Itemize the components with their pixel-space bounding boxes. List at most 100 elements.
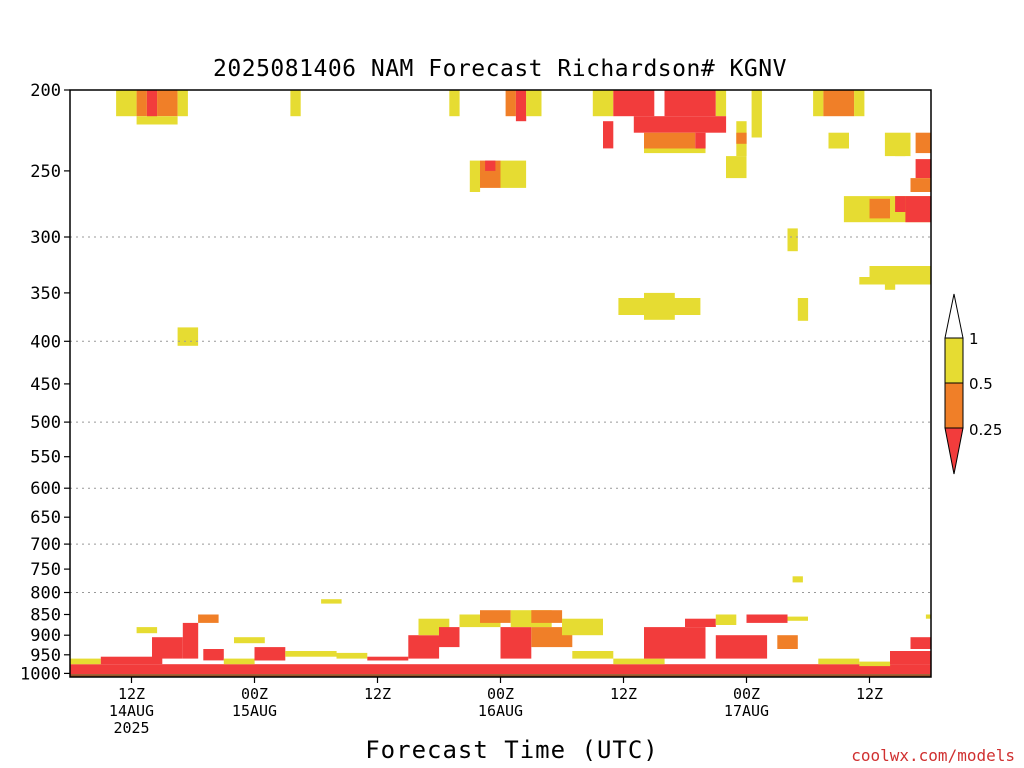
- heatmap-cell: [895, 196, 906, 212]
- heatmap-cell: [664, 90, 716, 117]
- x-tick-label: 12Z: [364, 685, 391, 703]
- heatmap-cell: [136, 90, 147, 117]
- x-tick-label: 15AUG: [232, 702, 277, 720]
- heatmap-cell: [500, 160, 527, 188]
- x-tick-label: 17AUG: [724, 702, 769, 720]
- heatmap-cell: [562, 618, 603, 636]
- plot-area: [70, 90, 931, 677]
- heatmap-cell: [787, 228, 798, 252]
- legend-label: 0.25: [969, 421, 1002, 439]
- x-tick-label: 12Z: [856, 685, 883, 703]
- heatmap-cell: [613, 90, 655, 117]
- heatmap-cell: [157, 90, 178, 117]
- x-tick-label: 2025: [113, 719, 149, 737]
- heatmap-cell: [813, 90, 824, 117]
- legend-swatch-above-1: [944, 293, 964, 339]
- y-tick-label: 700: [30, 535, 61, 555]
- heatmap-cell: [715, 635, 768, 659]
- heatmap-cell: [146, 90, 158, 122]
- heatmap-cell: [910, 178, 931, 192]
- x-axis-label: Forecast Time (UTC): [365, 736, 659, 764]
- y-tick-label: 950: [30, 646, 61, 666]
- y-tick-label: 550: [30, 448, 61, 468]
- y-tick-label: 850: [30, 606, 61, 626]
- heatmap-cell: [915, 132, 931, 154]
- heatmap-cell: [500, 627, 532, 659]
- heatmap-cell: [715, 90, 727, 117]
- grid-lines: [70, 236, 931, 593]
- legend-swatch-below-0-25: [944, 427, 964, 475]
- heatmap-cell: [792, 576, 803, 583]
- y-tick-label: 600: [30, 479, 61, 499]
- heatmap-cell: [223, 658, 255, 665]
- y-tick-label: 650: [30, 508, 61, 528]
- heatmap-cell: [485, 160, 496, 171]
- heatmap-cell: [177, 90, 188, 117]
- heatmap-cell: [100, 656, 163, 665]
- heatmap-cell: [859, 277, 870, 285]
- y-tick-label: 900: [30, 626, 61, 646]
- heatmap-cell: [777, 635, 798, 649]
- heatmap-cell: [751, 90, 762, 138]
- heatmap-cell: [408, 635, 440, 659]
- y-tick-label: 800: [30, 584, 61, 604]
- heatmap-cell: [572, 651, 614, 659]
- heatmap-cell: [797, 298, 809, 321]
- legend-label: 1: [969, 330, 979, 348]
- heatmap-cell: [859, 661, 891, 667]
- y-tick-label: 450: [30, 375, 61, 395]
- heatmap-cell: [531, 610, 563, 623]
- y-tick-label: 750: [30, 560, 61, 580]
- heatmap-cell: [116, 90, 137, 117]
- y-axis: 200 250 300 350 400 450 500 550 600 650 700 750 8008…: [20, 81, 70, 684]
- y-tick-label: 250: [30, 162, 61, 182]
- heatmap-cell: [715, 614, 737, 625]
- heatmap-cell: [203, 649, 224, 661]
- ground-layer: [70, 674, 931, 677]
- heatmap-cell: [854, 90, 865, 117]
- heatmap-cell: [505, 90, 516, 117]
- y-tick-label: 300: [30, 228, 61, 248]
- heatmap-cell: [449, 90, 460, 117]
- heatmap-cell: [234, 637, 265, 644]
- x-tick-label: 00Z: [241, 685, 268, 703]
- heatmap-cell: [70, 658, 101, 665]
- heatmap-cell: [136, 627, 158, 634]
- heatmap-cell: [895, 148, 906, 157]
- heatmap-cell: [869, 266, 931, 285]
- heatmap-cell: [685, 618, 716, 627]
- y-tick-label: 1000: [20, 664, 61, 684]
- y-tick-label: 350: [30, 284, 61, 304]
- heatmap-cell: [592, 90, 614, 117]
- chart-title: 2025081406 NAM Forecast Richardson# KGNV: [213, 56, 787, 82]
- x-tick-label: 16AUG: [478, 702, 523, 720]
- heatmap-cell: [869, 198, 890, 219]
- heatmap-cell: [367, 656, 409, 661]
- heatmap-cell: [915, 159, 931, 179]
- colorbar-legend: 1 0.5 0.25: [944, 293, 1002, 475]
- heatmap-cell: [70, 664, 931, 675]
- heatmap-cell: [910, 637, 931, 649]
- heatmap-cell: [746, 614, 788, 623]
- heatmap-cell: [644, 292, 675, 320]
- heatmap-cell: [925, 614, 931, 619]
- heatmap-cell: [177, 327, 199, 346]
- heatmap-cell: [726, 156, 747, 179]
- legend-label: 0.5: [969, 375, 993, 393]
- heatmap-cell: [526, 90, 542, 117]
- heatmap-cell: [515, 90, 527, 122]
- y-tick-label: 500: [30, 413, 61, 433]
- heatmap-cell: [695, 132, 706, 149]
- heatmap-cell: [152, 637, 183, 659]
- heatmap-cell: [136, 116, 178, 125]
- x-tick-label: 12Z: [610, 685, 637, 703]
- heatmap-cell: [884, 284, 896, 290]
- heatmap-cell: [254, 647, 286, 661]
- legend-swatch-0-25-0-5: [944, 382, 964, 429]
- heatmap-cell: [480, 610, 511, 623]
- heatmap-cell: [787, 616, 808, 621]
- heatmap-cell: [290, 90, 301, 117]
- heatmap-cell: [633, 116, 727, 133]
